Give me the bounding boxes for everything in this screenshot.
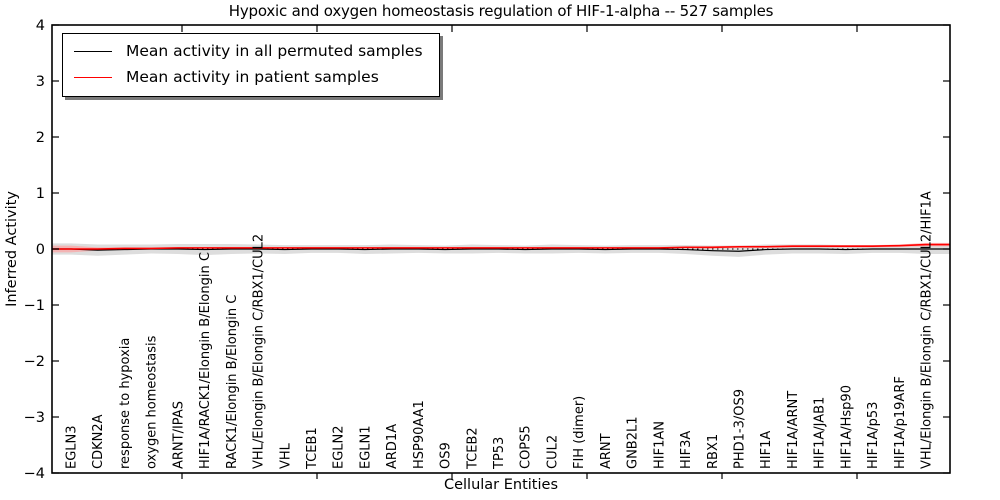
x-tick-label: EGLN1 bbox=[358, 425, 373, 469]
y-tick-label: −4 bbox=[24, 466, 45, 482]
x-tick-label: TCEB2 bbox=[465, 427, 480, 470]
x-tick-label: RACK1/Elongin B/Elongin C bbox=[225, 295, 240, 469]
y-tick-label: 4 bbox=[36, 18, 45, 34]
permuted-mean-line bbox=[52, 248, 950, 252]
y-tick-label: −3 bbox=[24, 410, 45, 426]
patient-mean-line bbox=[52, 243, 950, 250]
x-tick-label: ARNT bbox=[599, 433, 614, 469]
y-axis-label: Inferred Activity bbox=[4, 191, 20, 307]
x-tick-label: VHL/Elongin B/Elongin C/RBX1/CUL2 bbox=[252, 234, 267, 469]
legend-label-permuted: Mean activity in all permuted samples bbox=[126, 42, 423, 60]
x-tick-label: ARNT/IPAS bbox=[171, 401, 186, 469]
x-tick-label: HIF1A/p53 bbox=[866, 402, 881, 469]
x-tick-label: HSP90AA1 bbox=[412, 400, 427, 469]
x-tick-label: HIF1A/RACK1/Elongin B/Elongin C bbox=[198, 252, 213, 469]
y-tick-label: −2 bbox=[24, 354, 45, 370]
legend-line-patient-icon bbox=[74, 76, 112, 78]
x-tick-label: COPS5 bbox=[519, 425, 534, 469]
legend: Mean activity in all permuted samples Me… bbox=[62, 33, 440, 97]
x-tick-label: TCEB1 bbox=[305, 427, 320, 470]
x-tick-label: oxygen homeostasis bbox=[145, 335, 160, 469]
x-tick-label: VHL bbox=[278, 442, 293, 469]
x-tick-label: HIF1A/ARNT bbox=[786, 391, 801, 469]
x-tick-label: EGLN3 bbox=[65, 425, 80, 469]
legend-label-patient: Mean activity in patient samples bbox=[126, 68, 379, 86]
y-tick-label: 0 bbox=[36, 242, 45, 258]
y-tick-label: −1 bbox=[24, 298, 45, 314]
legend-item-permuted: Mean activity in all permuted samples bbox=[72, 38, 425, 64]
x-tick-label: TP53 bbox=[492, 437, 507, 470]
x-tick-label: HIF1A bbox=[759, 431, 774, 469]
x-tick-label: PHD1-3/OS9 bbox=[732, 389, 747, 469]
x-tick-label: HIF3A bbox=[679, 431, 694, 469]
x-tick-label: RBX1 bbox=[706, 434, 721, 469]
x-tick-label: HIF1A/p19ARF bbox=[893, 376, 908, 469]
x-tick-label: CDKN2A bbox=[91, 414, 106, 469]
y-tick-label: 1 bbox=[36, 186, 45, 202]
x-tick-label: ARD1A bbox=[385, 424, 400, 469]
x-tick-label: response to hypoxia bbox=[118, 338, 133, 469]
x-tick-label: HIF1A/JAB1 bbox=[813, 397, 828, 469]
x-tick-label: CUL2 bbox=[545, 435, 560, 469]
x-tick-label: HIF1AN bbox=[652, 421, 667, 469]
x-tick-label: EGLN2 bbox=[332, 425, 347, 469]
x-axis-label: Cellular Entities bbox=[443, 477, 559, 493]
y-tick-label: 3 bbox=[36, 74, 45, 90]
x-tick-label: FIH (dimer) bbox=[572, 396, 587, 469]
y-tick-label: 2 bbox=[36, 130, 45, 146]
legend-line-permuted-icon bbox=[74, 50, 112, 52]
x-tick-label: HIF1A/Hsp90 bbox=[839, 385, 854, 469]
x-tick-label: VHL/Elongin B/Elongin C/RBX1/CUL2/HIF1A bbox=[920, 191, 935, 469]
legend-item-patient: Mean activity in patient samples bbox=[72, 64, 425, 90]
x-tick-label: OS9 bbox=[439, 442, 454, 469]
x-tick-label: GNB2L1 bbox=[626, 416, 641, 469]
chart-title: Hypoxic and oxygen homeostasis regulatio… bbox=[228, 2, 774, 20]
